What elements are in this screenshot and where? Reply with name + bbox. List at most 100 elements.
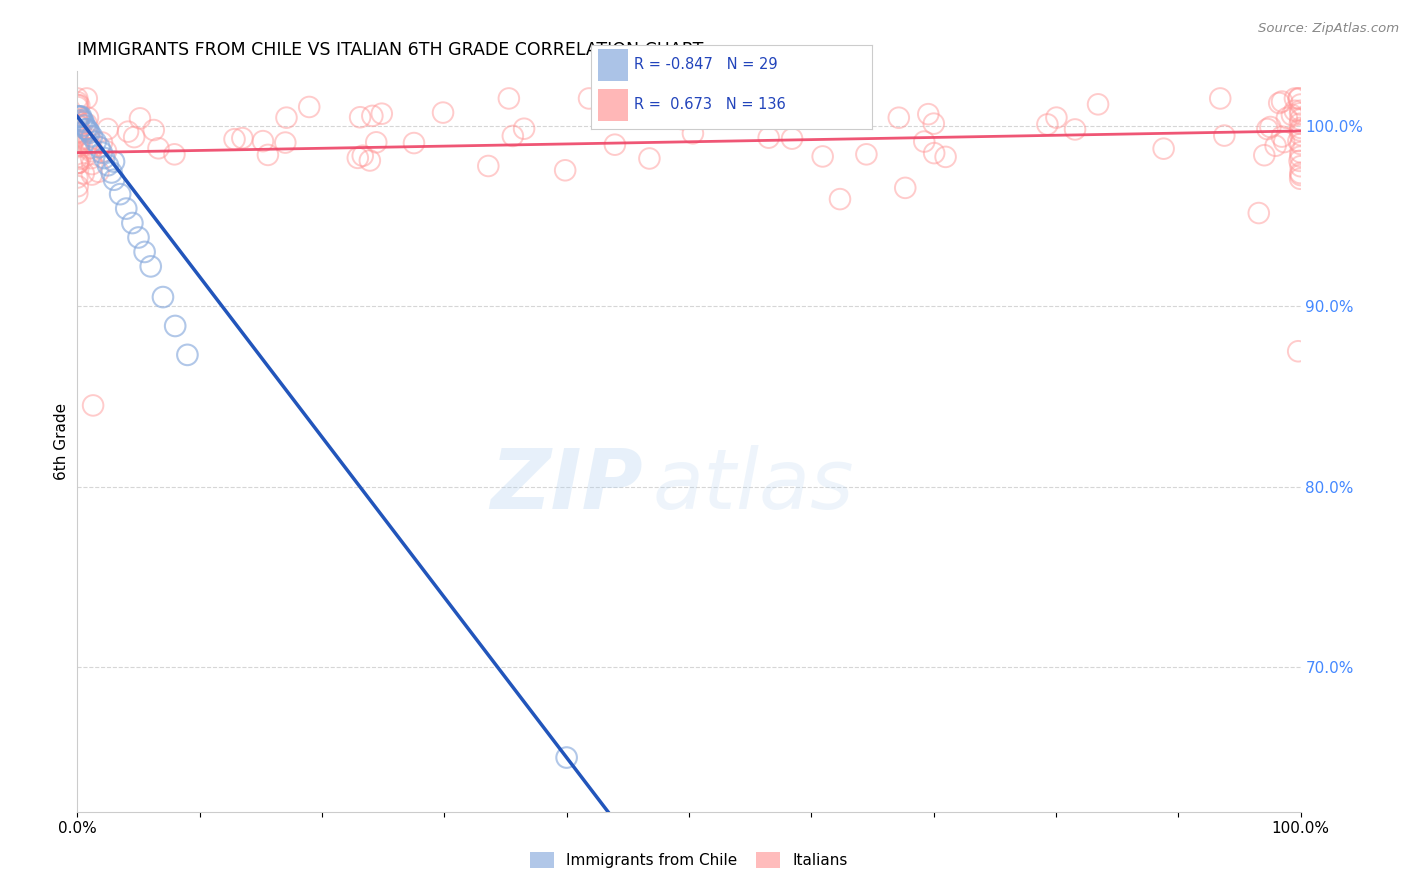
Point [67, 156, 90, 170]
Point [1064, 122, 1087, 136]
Point [1289, 123, 1312, 137]
Point [371, 106, 394, 120]
Point [1087, 97, 1109, 112]
Point [148, 141, 170, 155]
Point [66, 125, 89, 139]
Point [1286, 91, 1309, 105]
Point [780, 131, 803, 145]
FancyBboxPatch shape [598, 49, 628, 81]
Point [80, 141, 103, 155]
Point [122, 130, 145, 145]
Point [887, 111, 910, 125]
Point [72, 115, 94, 129]
Point [555, 750, 578, 764]
Point [76, 91, 98, 105]
Point [498, 91, 520, 105]
Point [758, 130, 780, 145]
Point [66, 156, 89, 170]
Point [257, 148, 280, 162]
Point [1045, 111, 1067, 125]
Point [894, 181, 917, 195]
Point [1289, 106, 1312, 120]
Point [638, 152, 661, 166]
Point [128, 230, 150, 244]
Point [922, 117, 945, 131]
Point [70, 110, 93, 124]
Point [1286, 344, 1309, 359]
Point [477, 159, 499, 173]
Point [165, 318, 187, 333]
Point [100, 165, 122, 179]
Point [103, 154, 125, 169]
Y-axis label: 6th Grade: 6th Grade [53, 403, 69, 480]
Point [682, 126, 704, 140]
Point [82, 157, 104, 171]
Point [97, 122, 120, 136]
Point [66, 128, 89, 142]
Point [70, 113, 93, 128]
Point [80, 151, 103, 165]
Point [73, 166, 96, 180]
Point [91, 136, 114, 150]
Point [66, 95, 89, 110]
Point [69, 110, 91, 124]
Point [67, 124, 90, 138]
Point [352, 149, 374, 163]
Point [82, 399, 104, 413]
Point [1271, 129, 1294, 144]
Point [1289, 128, 1312, 142]
Point [1289, 136, 1312, 151]
Point [66, 91, 89, 105]
Point [855, 147, 877, 161]
Point [66, 155, 89, 169]
Point [1288, 91, 1310, 105]
Point [66, 150, 89, 164]
Point [1289, 120, 1312, 135]
Point [84, 135, 107, 149]
Point [298, 100, 321, 114]
Point [66, 112, 89, 127]
Point [66, 118, 89, 132]
Point [231, 131, 253, 145]
Point [79, 126, 101, 140]
Point [1256, 122, 1278, 136]
Point [66, 179, 89, 194]
Point [1289, 145, 1312, 160]
Point [513, 121, 536, 136]
Point [66, 100, 89, 114]
Point [66, 113, 89, 128]
Point [1289, 168, 1312, 182]
Point [276, 111, 298, 125]
Point [402, 136, 425, 150]
Point [693, 91, 716, 105]
Point [1253, 148, 1275, 162]
Point [1286, 134, 1309, 148]
Point [66, 156, 89, 170]
Point [77, 136, 100, 150]
Point [176, 348, 198, 362]
Point [67, 120, 90, 134]
Point [89, 140, 111, 154]
Point [1284, 103, 1306, 118]
Point [163, 147, 186, 161]
Point [67, 134, 90, 148]
Point [252, 134, 274, 148]
Point [554, 163, 576, 178]
Point [121, 216, 143, 230]
Point [66, 140, 89, 154]
Point [935, 150, 957, 164]
Point [80, 129, 103, 144]
Point [1268, 95, 1291, 110]
Point [361, 109, 384, 123]
Point [1275, 111, 1298, 125]
Point [578, 91, 600, 105]
FancyBboxPatch shape [598, 88, 628, 120]
Point [1036, 117, 1059, 131]
Point [66, 129, 89, 144]
Point [97, 158, 120, 172]
Point [603, 137, 626, 152]
Point [66, 118, 89, 132]
Point [1260, 120, 1282, 134]
Text: IMMIGRANTS FROM CHILE VS ITALIAN 6TH GRADE CORRELATION CHART: IMMIGRANTS FROM CHILE VS ITALIAN 6TH GRA… [77, 41, 704, 59]
Point [811, 149, 834, 163]
